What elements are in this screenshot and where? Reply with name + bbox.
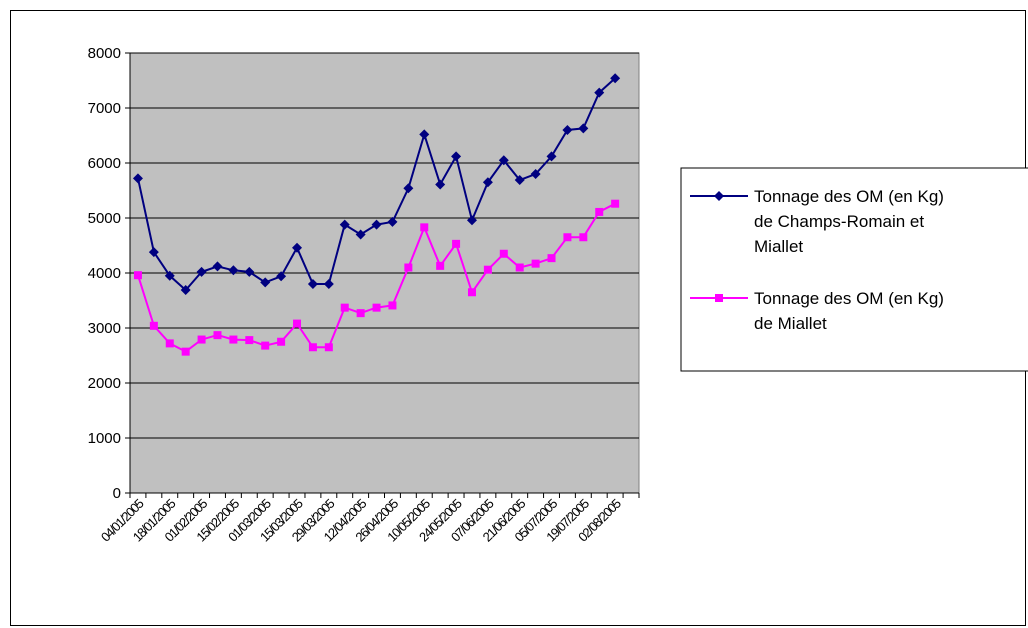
data-point xyxy=(562,125,573,135)
data-point xyxy=(213,331,222,340)
data-point xyxy=(466,215,477,226)
data-point xyxy=(451,151,462,162)
data-point xyxy=(181,347,190,356)
data-point xyxy=(435,179,446,190)
data-point xyxy=(546,151,557,162)
data-point xyxy=(387,216,398,227)
y-tick-label: 0 xyxy=(113,485,121,502)
data-point xyxy=(212,261,223,272)
legend-box xyxy=(680,167,1028,372)
data-point xyxy=(531,259,540,268)
data-point xyxy=(371,219,382,230)
data-point xyxy=(149,321,158,330)
data-point xyxy=(261,341,270,350)
data-point xyxy=(499,249,508,258)
data-point xyxy=(419,129,430,140)
data-point xyxy=(563,233,572,242)
legend: Tonnage des OM (en Kg) de Champs-Romain e… xyxy=(680,167,1028,372)
data-point xyxy=(339,219,350,230)
data-point xyxy=(355,229,366,240)
data-point xyxy=(514,175,525,186)
y-tick-label: 1000 xyxy=(88,430,121,447)
y-tick-label: 8000 xyxy=(88,45,121,62)
data-point xyxy=(483,265,492,274)
data-point xyxy=(547,254,556,263)
data-point xyxy=(132,173,143,184)
data-point xyxy=(467,288,476,297)
legend-label: Miallet xyxy=(754,237,803,256)
data-point xyxy=(292,242,303,253)
data-point xyxy=(420,223,429,232)
data-point xyxy=(530,169,541,179)
data-point xyxy=(595,207,604,216)
data-point xyxy=(164,270,175,281)
data-point xyxy=(340,303,349,312)
data-point xyxy=(133,271,142,280)
data-point xyxy=(228,265,239,276)
y-tick-label: 4000 xyxy=(88,265,121,282)
legend-label: Tonnage des OM (en Kg) xyxy=(754,187,944,206)
data-point xyxy=(452,239,461,248)
data-point xyxy=(403,183,414,194)
data-point xyxy=(610,73,621,84)
y-axis: 0 1000 2000 3000 4000 5000 6000 7000 8000 xyxy=(88,45,131,502)
data-point xyxy=(404,263,413,272)
data-point xyxy=(323,279,334,289)
data-point xyxy=(293,319,302,328)
y-tick-label: 3000 xyxy=(88,320,121,337)
legend-item-1: Tonnage des OM (en Kg) de Champs-Romain e… xyxy=(690,187,944,256)
data-point xyxy=(308,343,317,352)
data-point xyxy=(515,263,524,272)
legend-item-2: Tonnage des OM (en Kg) de Miallet xyxy=(690,289,944,333)
data-point xyxy=(372,303,381,312)
series-markers xyxy=(132,73,621,356)
data-point xyxy=(388,301,397,310)
legend-marker xyxy=(714,191,724,201)
data-point xyxy=(244,266,255,277)
data-point xyxy=(197,335,206,344)
gridlines xyxy=(130,52,639,439)
data-point xyxy=(245,336,254,345)
data-point xyxy=(436,261,445,270)
data-point xyxy=(498,155,509,166)
data-point xyxy=(180,285,191,296)
data-point xyxy=(307,279,318,289)
data-point xyxy=(482,177,493,188)
y-tick-label: 6000 xyxy=(88,155,121,172)
data-point xyxy=(611,199,620,208)
data-point xyxy=(260,277,271,288)
y-tick-label: 7000 xyxy=(88,100,121,117)
y-tick-label: 2000 xyxy=(88,375,121,392)
legend-label: de Champs-Romain et xyxy=(754,212,924,231)
data-point xyxy=(196,266,207,277)
legend-label: de Miallet xyxy=(754,314,827,333)
data-point xyxy=(578,123,589,134)
data-point xyxy=(277,337,286,346)
x-axis: 04/01/200518/01/200501/02/200515/02/2005… xyxy=(98,492,640,545)
data-point xyxy=(324,343,333,352)
legend-label: Tonnage des OM (en Kg) xyxy=(754,289,944,308)
legend-marker xyxy=(715,294,723,302)
data-point xyxy=(579,233,588,242)
y-tick-label: 5000 xyxy=(88,210,121,227)
data-point xyxy=(148,247,159,258)
data-point xyxy=(356,309,365,318)
data-point xyxy=(229,335,238,344)
data-point xyxy=(594,87,605,98)
data-point xyxy=(276,271,287,282)
data-point xyxy=(165,339,174,348)
